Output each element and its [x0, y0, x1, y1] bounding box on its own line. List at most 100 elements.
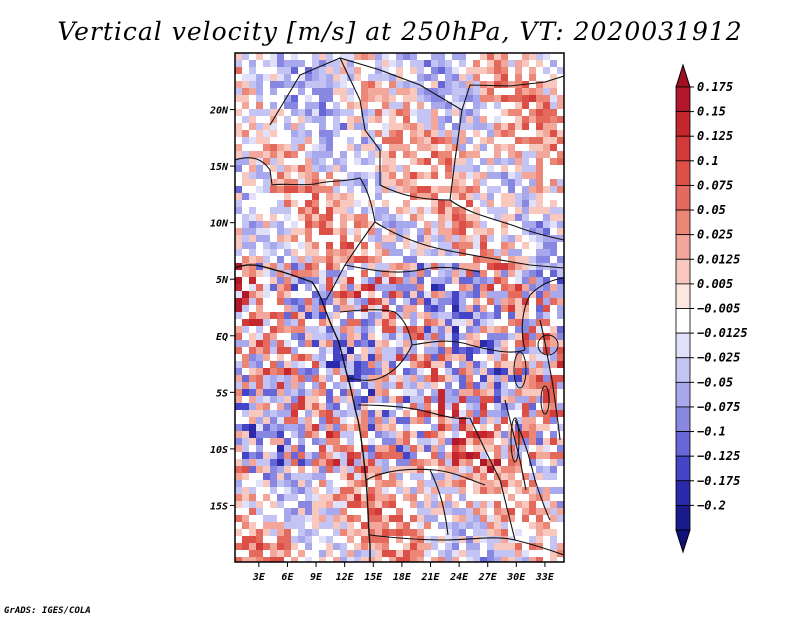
- velocity-cell: [368, 74, 375, 81]
- velocity-cell: [368, 228, 375, 235]
- velocity-cell: [312, 137, 319, 144]
- velocity-cell: [375, 263, 382, 270]
- colorbar-label: −0.075: [697, 400, 740, 414]
- velocity-cell: [382, 438, 389, 445]
- velocity-cell: [515, 522, 522, 529]
- velocity-cell: [284, 522, 291, 529]
- velocity-cell: [242, 452, 249, 459]
- velocity-cell: [361, 53, 368, 60]
- velocity-cell: [529, 529, 536, 536]
- velocity-cell: [375, 123, 382, 130]
- velocity-cell: [277, 305, 284, 312]
- velocity-cell: [242, 557, 249, 562]
- velocity-cell: [242, 53, 249, 60]
- velocity-cell: [487, 515, 494, 522]
- velocity-cell: [417, 95, 424, 102]
- velocity-cell: [319, 543, 326, 550]
- velocity-cell: [284, 158, 291, 165]
- velocity-cell: [529, 515, 536, 522]
- velocity-cell: [410, 109, 417, 116]
- velocity-cell: [522, 333, 529, 340]
- velocity-cell: [333, 438, 340, 445]
- velocity-cell: [529, 151, 536, 158]
- colorbar-segment: [675, 381, 691, 408]
- velocity-cell: [242, 515, 249, 522]
- velocity-cell: [312, 95, 319, 102]
- map-panel: [234, 52, 565, 563]
- velocity-cell: [445, 494, 452, 501]
- velocity-cell: [508, 263, 515, 270]
- velocity-cell: [340, 165, 347, 172]
- velocity-cell: [382, 515, 389, 522]
- velocity-cell: [319, 214, 326, 221]
- velocity-cell: [382, 347, 389, 354]
- velocity-cell: [452, 431, 459, 438]
- velocity-cell: [452, 445, 459, 452]
- velocity-cell: [403, 438, 410, 445]
- velocity-cell: [312, 172, 319, 179]
- velocity-cell: [424, 361, 431, 368]
- velocity-cell: [550, 319, 557, 326]
- velocity-cell: [305, 207, 312, 214]
- velocity-cell: [291, 305, 298, 312]
- velocity-cell: [263, 235, 270, 242]
- velocity-cell: [445, 515, 452, 522]
- velocity-cell: [389, 515, 396, 522]
- velocity-cell: [438, 508, 445, 515]
- velocity-cell: [536, 319, 543, 326]
- velocity-cell: [543, 473, 550, 480]
- velocity-cell: [424, 557, 431, 562]
- velocity-cell: [326, 305, 333, 312]
- velocity-cell: [382, 179, 389, 186]
- velocity-cell: [382, 193, 389, 200]
- velocity-cell: [431, 298, 438, 305]
- velocity-cell: [333, 508, 340, 515]
- velocity-cell: [340, 116, 347, 123]
- velocity-cell: [284, 116, 291, 123]
- velocity-cell: [263, 347, 270, 354]
- velocity-cell: [536, 242, 543, 249]
- velocity-cell: [249, 186, 256, 193]
- velocity-cell: [333, 67, 340, 74]
- velocity-cell: [326, 459, 333, 466]
- velocity-cell: [480, 501, 487, 508]
- velocity-cell: [319, 529, 326, 536]
- velocity-cell: [249, 515, 256, 522]
- velocity-cell: [382, 235, 389, 242]
- velocity-cell: [522, 186, 529, 193]
- velocity-cell: [522, 116, 529, 123]
- velocity-cell: [452, 424, 459, 431]
- velocity-cell: [263, 417, 270, 424]
- velocity-cell: [368, 361, 375, 368]
- velocity-cell: [473, 263, 480, 270]
- velocity-cell: [354, 67, 361, 74]
- velocity-cell: [515, 151, 522, 158]
- velocity-cell: [333, 347, 340, 354]
- velocity-cell: [508, 543, 515, 550]
- velocity-cell: [473, 382, 480, 389]
- velocity-cell: [340, 256, 347, 263]
- velocity-cell: [347, 536, 354, 543]
- velocity-cell: [508, 326, 515, 333]
- velocity-cell: [270, 438, 277, 445]
- velocity-cell: [550, 501, 557, 508]
- velocity-cell: [277, 200, 284, 207]
- velocity-cell: [382, 116, 389, 123]
- velocity-cell: [361, 291, 368, 298]
- velocity-cell: [270, 368, 277, 375]
- velocity-cell: [501, 235, 508, 242]
- velocity-cell: [312, 340, 319, 347]
- velocity-cell: [361, 102, 368, 109]
- velocity-cell: [424, 60, 431, 67]
- velocity-cell: [550, 256, 557, 263]
- velocity-cell: [382, 256, 389, 263]
- velocity-cell: [298, 529, 305, 536]
- velocity-cell: [382, 88, 389, 95]
- velocity-cell: [361, 228, 368, 235]
- velocity-cell: [501, 172, 508, 179]
- velocity-cell: [305, 543, 312, 550]
- velocity-cell: [361, 60, 368, 67]
- velocity-cell: [466, 319, 473, 326]
- velocity-cell: [270, 172, 277, 179]
- velocity-cell: [403, 305, 410, 312]
